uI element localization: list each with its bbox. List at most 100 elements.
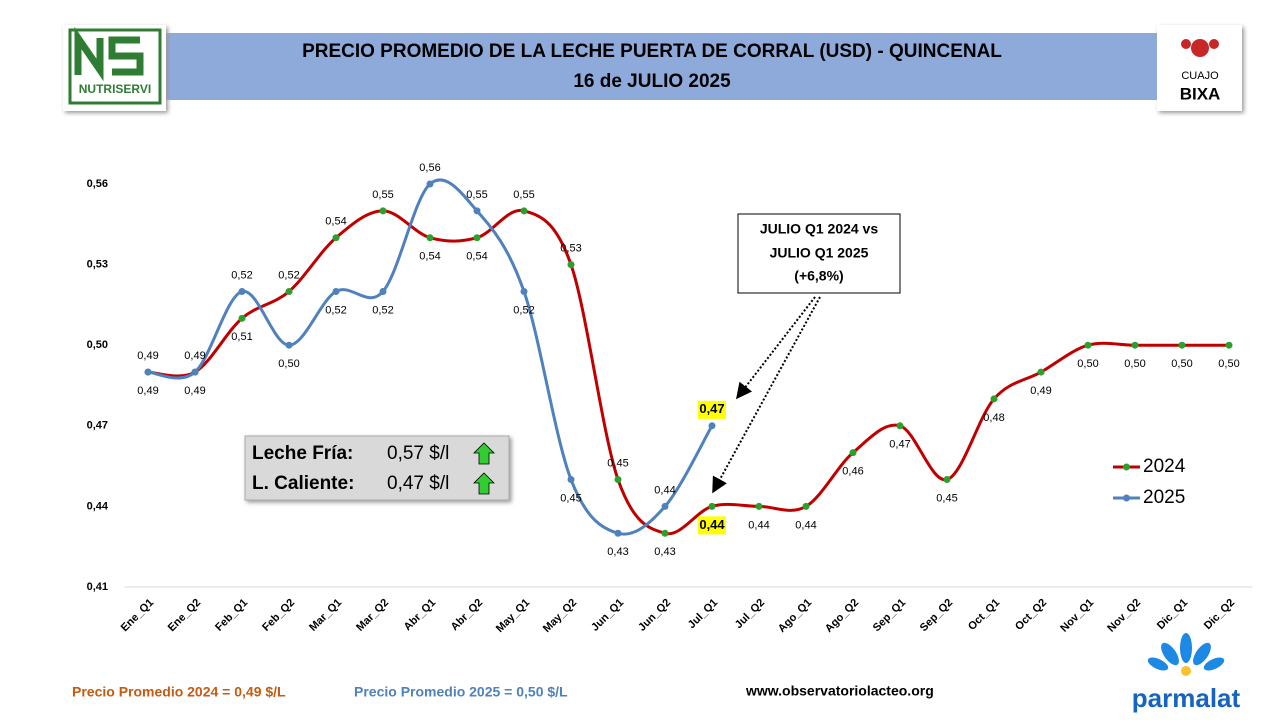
data-point [849,449,857,457]
data-point [144,368,152,376]
x-tick-label: Ago_Q2 [823,597,861,635]
annotation-text: (+6,8%) [794,268,843,284]
x-tick-label: Jul_Q2 [733,597,767,631]
data-point [332,287,340,295]
x-tick-label: Mar_Q2 [354,597,391,634]
data-label: 0,52 [325,304,346,316]
y-tick-label: 0,47 [87,420,108,432]
x-tick-label: Oct_Q2 [1013,597,1049,633]
data-label: 0,43 [654,546,675,558]
y-tick-label: 0,41 [87,581,108,593]
data-label: 0,44 [795,519,816,531]
x-tick-label: Dic_Q1 [1155,597,1190,632]
data-label: 0,52 [278,269,299,281]
x-tick-label: Ago_Q1 [776,597,814,635]
data-point [1178,341,1186,349]
data-point [943,476,951,484]
data-label: 0,50 [1077,358,1098,370]
x-tick-label: Ene_Q1 [119,597,156,634]
data-label: 0,49 [184,385,205,397]
x-tick-label: Nov_Q2 [1105,597,1143,635]
data-label: 0,44 [699,517,725,532]
legend-marker [1123,494,1130,502]
info-box: Leche Fría: 0,57 $/l L. Caliente: 0,47 $… [244,435,510,501]
x-tick-label: Nov_Q1 [1058,597,1096,635]
x-tick-label: Mar_Q1 [307,597,344,634]
data-point [426,234,434,242]
y-tick-label: 0,56 [87,178,108,190]
data-point [708,422,716,430]
data-point [191,368,199,376]
data-point [520,207,528,215]
data-point [708,502,716,510]
data-label: 0,49 [137,385,158,397]
data-point [473,207,481,215]
chart-subtitle: 16 de JULIO 2025 [573,71,731,92]
data-label: 0,45 [607,457,628,469]
x-tick-label: Sep_Q1 [871,597,908,634]
x-tick-label: Oct_Q1 [966,597,1002,633]
data-point [661,529,669,537]
x-tick-label: Feb_Q2 [260,597,297,634]
data-point [755,502,763,510]
title-banner [165,33,1158,100]
annotation-text: JULIO Q1 2024 vs [760,221,879,237]
footer-avg: Precio Promedio 2025 = 0,50 $/L [354,684,568,700]
logo-text: parmalat [1132,683,1241,713]
info-label: L. Caliente: [252,473,354,494]
data-point [896,422,904,430]
data-point [1225,341,1233,349]
data-point [990,395,998,403]
legend-label: 2024 [1143,456,1186,477]
logo-bottom: parmalat [1132,633,1241,713]
data-label: 0,44 [748,519,769,531]
data-label: 0,45 [936,492,957,504]
data-label: 0,54 [466,251,487,263]
data-label: 0,49 [137,350,158,362]
data-label: 0,50 [1171,358,1192,370]
y-tick-label: 0,50 [87,339,108,351]
data-label: 0,56 [419,162,440,174]
data-label: 0,46 [842,466,863,478]
data-point [567,261,575,269]
y-tick-label: 0,53 [87,259,108,271]
data-label: 0,47 [699,401,724,416]
data-point [661,502,669,510]
annotation-text: JULIO Q1 2025 [770,245,869,261]
data-point [473,234,481,242]
data-label: 0,45 [560,492,581,504]
data-label: 0,49 [1030,385,1051,397]
label-highlight [698,516,726,535]
data-point [426,180,434,188]
data-label: 0,51 [231,331,252,343]
data-point [285,341,293,349]
data-point [802,502,810,510]
data-label: 0,54 [325,216,346,228]
x-tick-label: Dic_Q2 [1202,597,1237,632]
data-label: 0,54 [419,251,440,263]
info-label: Leche Fría: [252,443,353,464]
chart-title: PRECIO PROMEDIO DE LA LECHE PUERTA DE CO… [302,41,1002,62]
data-label: 0,48 [983,412,1004,424]
data-label: 0,49 [184,350,205,362]
x-tick-label: Ene_Q2 [166,597,203,634]
annotation: JULIO Q1 2024 vs JULIO Q1 2025 (+6,8%) [712,213,901,494]
info-value: 0,57 $/l [387,443,449,464]
data-point [1131,341,1139,349]
data-label: 0,52 [231,269,252,281]
data-label: 0,55 [372,189,393,201]
x-tick-label: Jul_Q1 [686,597,720,631]
data-point [614,529,622,537]
x-tick-label: Sep_Q2 [918,597,955,634]
logo-right: CUAJO BIXA [1157,25,1242,111]
data-point [285,287,293,295]
logo-text: CUAJO [1181,70,1219,82]
x-tick-label: Abr_Q2 [449,597,486,634]
data-point [567,476,575,484]
x-tick-label: Feb_Q1 [213,597,250,634]
data-label: 0,55 [466,189,487,201]
logo-left: NUTRISERVI [63,25,166,111]
y-tick-label: 0,44 [87,500,109,512]
logo-text: BIXA [1180,84,1221,103]
